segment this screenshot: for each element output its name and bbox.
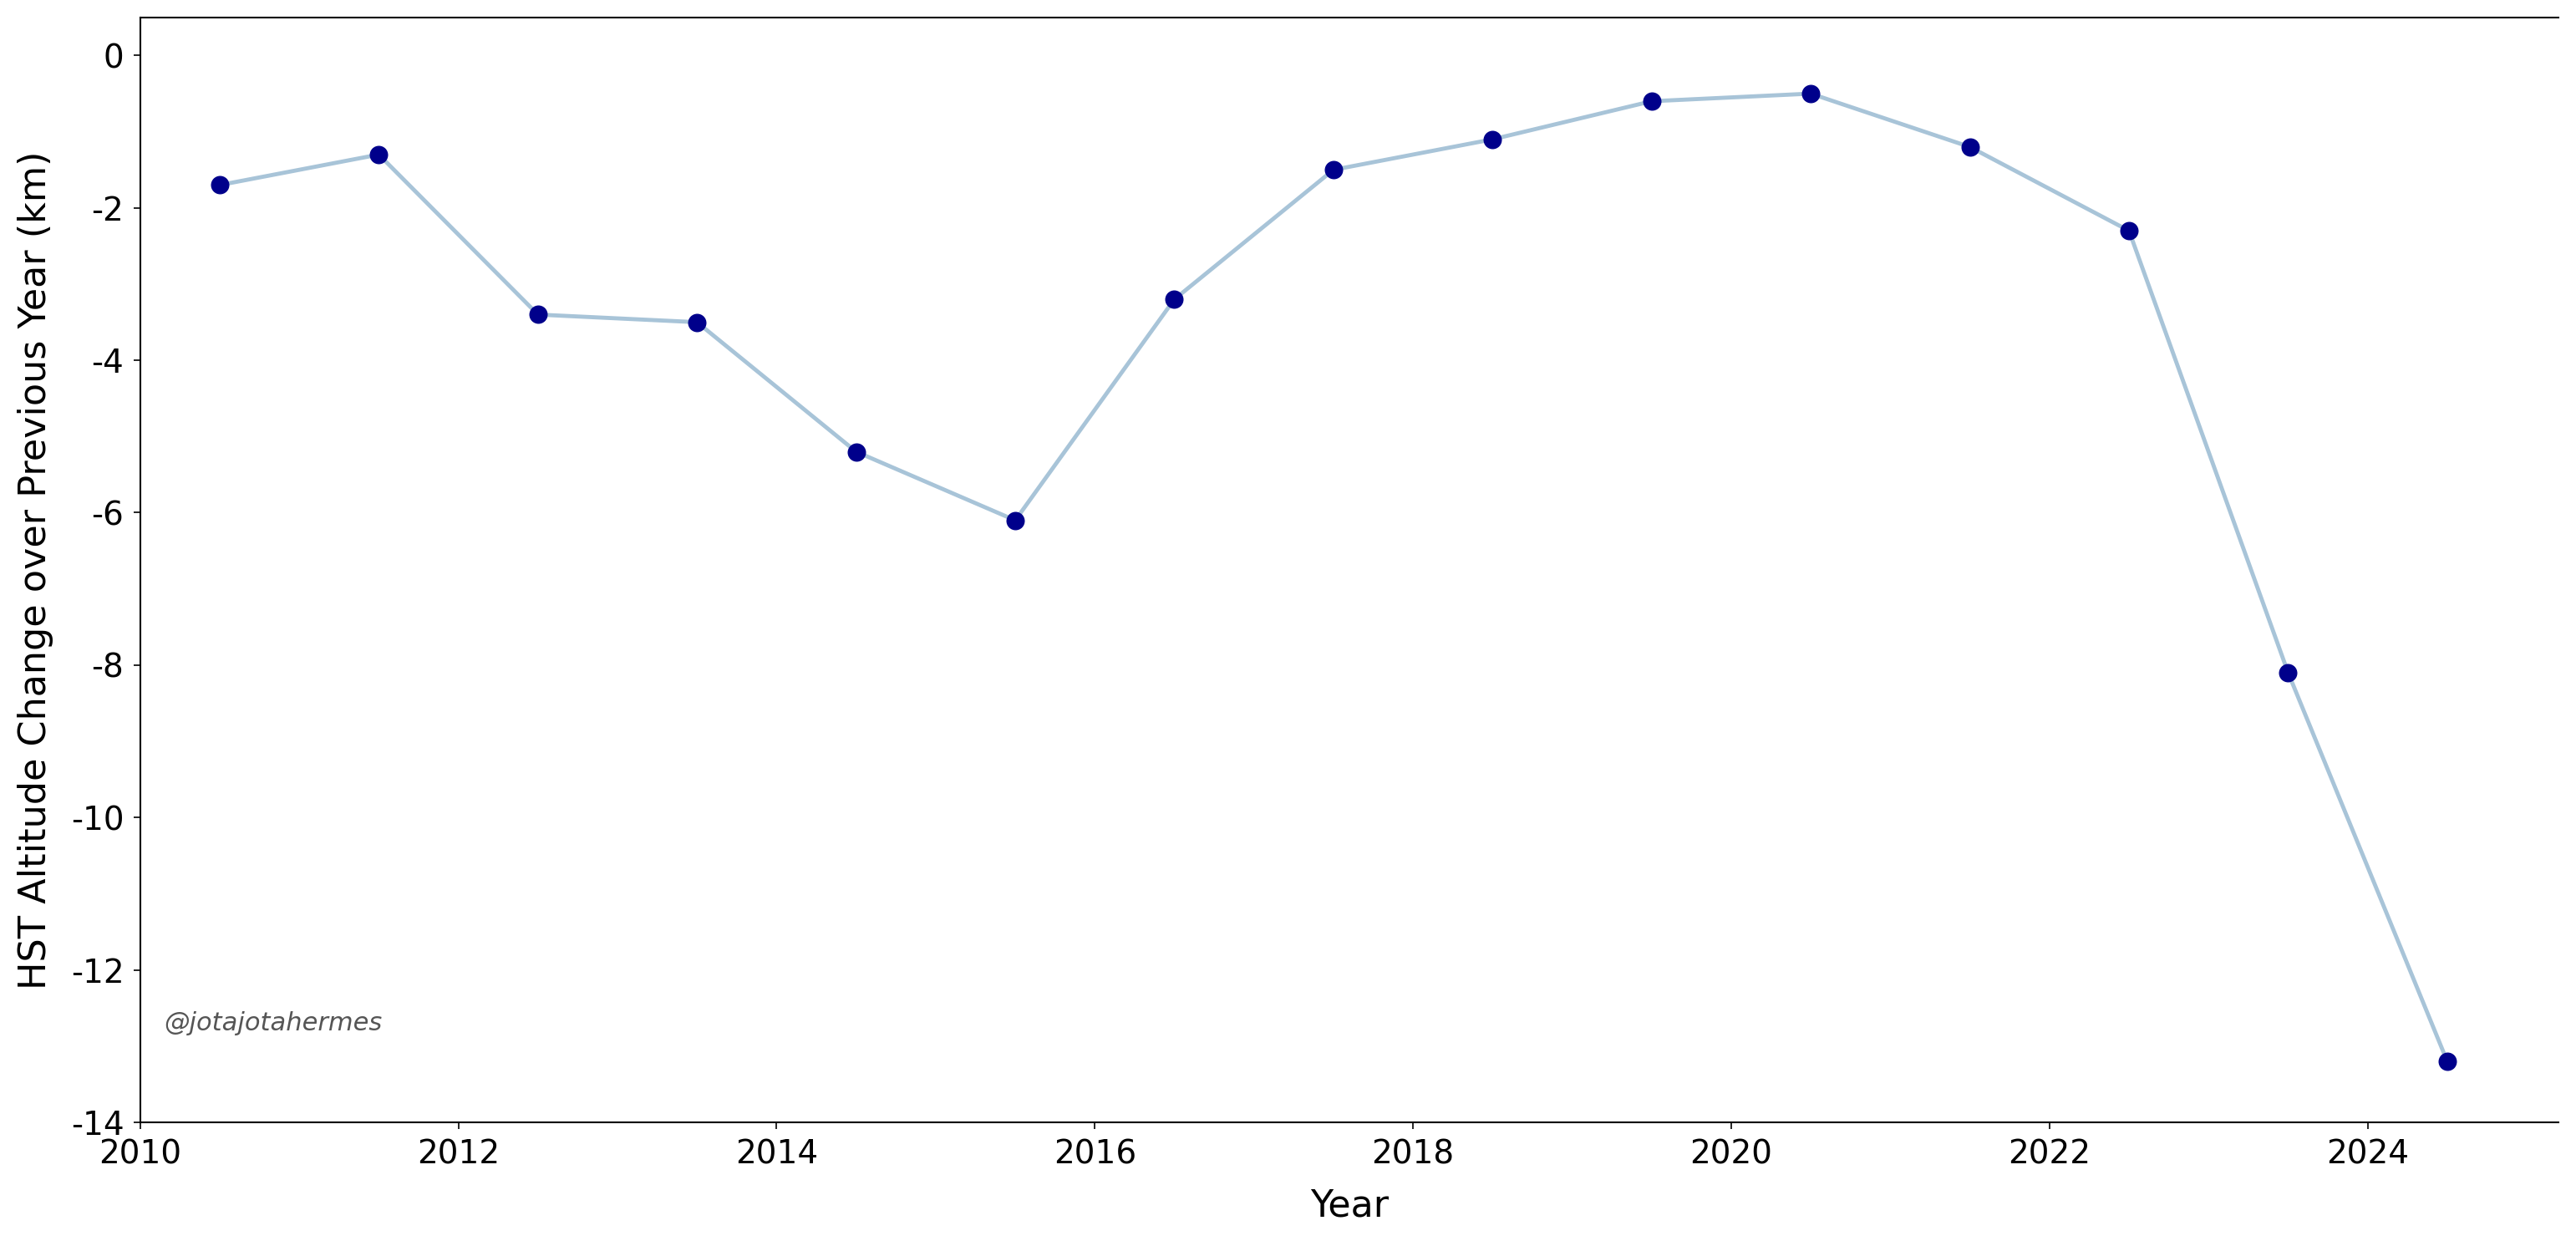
Point [835,442,876,462]
Point [1471,129,1512,149]
Point [1314,160,1355,180]
Point [2107,221,2148,241]
Y-axis label: HST Altitude Change over Previous Year (km): HST Altitude Change over Previous Year (… [18,150,54,989]
Text: @jotajotahermes: @jotajotahermes [165,1011,381,1036]
Point [677,313,719,333]
Point [2267,663,2308,683]
Point [358,145,399,165]
X-axis label: Year: Year [1311,1188,1388,1224]
Point [994,510,1036,530]
Point [198,175,240,195]
Point [1790,83,1832,103]
Point [2427,1051,2468,1071]
Point [518,304,559,324]
Point [1631,92,1672,112]
Point [1950,137,1991,156]
Point [1154,289,1195,309]
